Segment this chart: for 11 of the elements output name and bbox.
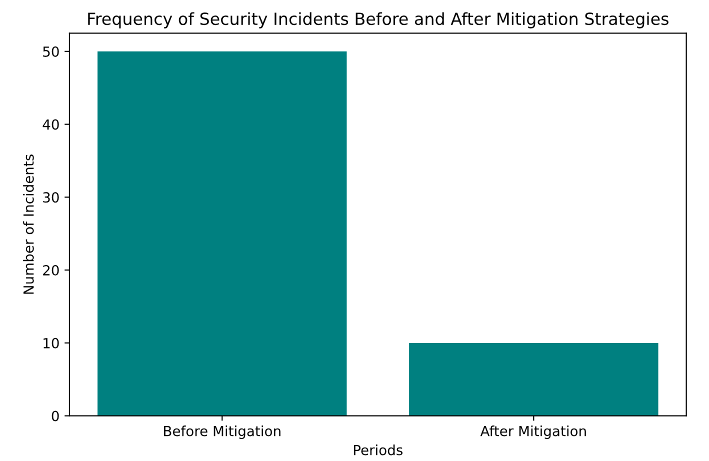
chart-title: Frequency of Security Incidents Before and After Mitigation Strategies [88,12,668,28]
y-tick-label: 0 [52,410,59,422]
y-tick-label: 50 [43,46,59,57]
x-tick-label: Before Mitigation [164,426,280,439]
y-tick-label: 10 [44,338,59,348]
y-tick-label: 30 [43,192,59,203]
y-tick-label: 20 [43,265,59,276]
y-tick-label: 40 [42,119,59,130]
y-axis-title: Number of Incidents [23,154,34,294]
x-tick-label: After Mitigation [480,426,586,439]
x-axis-title: Periods [354,444,402,456]
